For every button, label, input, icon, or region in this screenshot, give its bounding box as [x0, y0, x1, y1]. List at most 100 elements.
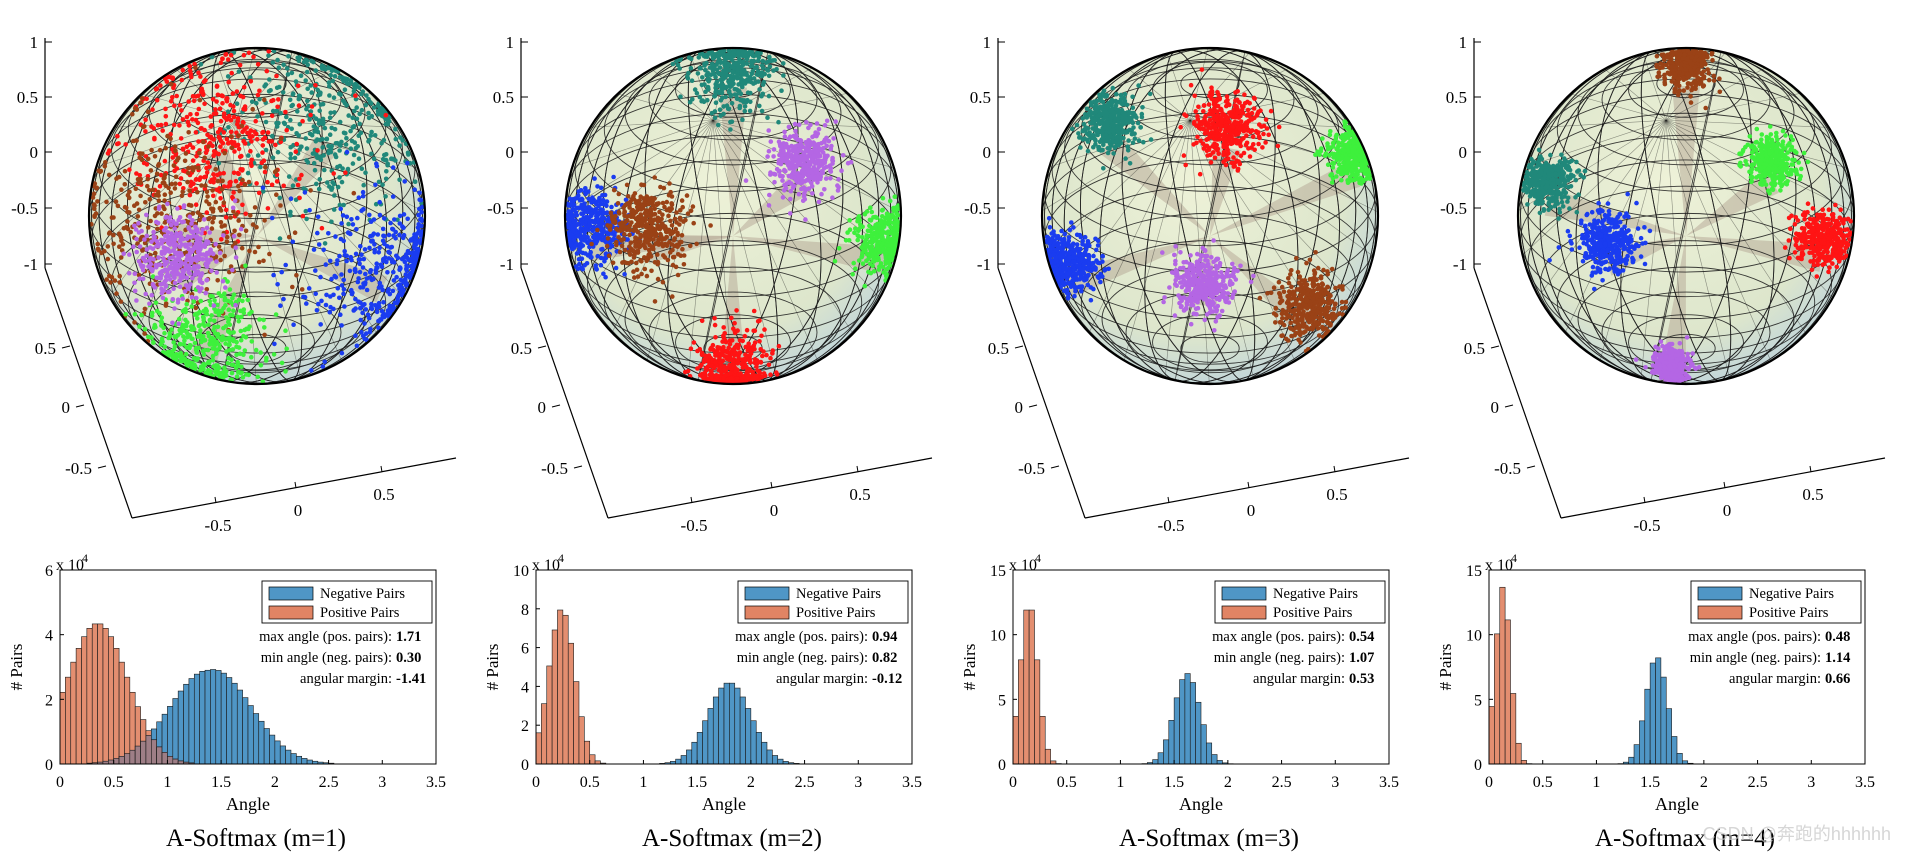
- cluster-point: [352, 140, 358, 145]
- cluster-point: [215, 324, 221, 330]
- cluster-point: [111, 215, 116, 220]
- cluster-point: [250, 106, 255, 112]
- cluster-point: [584, 227, 589, 232]
- overlap-bar: [156, 746, 163, 765]
- cluster-point: [735, 67, 740, 73]
- cluster-point: [342, 100, 348, 106]
- z-tick-label: 1: [983, 33, 992, 52]
- cluster-point: [730, 69, 735, 75]
- cluster-point: [224, 234, 230, 240]
- cluster-point: [889, 258, 895, 263]
- cluster-point: [751, 58, 757, 64]
- cluster-point: [710, 63, 716, 68]
- cluster-point: [262, 84, 267, 89]
- cluster-point: [322, 167, 327, 173]
- cluster-point: [245, 297, 251, 303]
- cluster-point: [281, 183, 287, 189]
- cluster-point: [234, 212, 239, 217]
- negative-pairs-bar: [204, 669, 211, 765]
- cluster-point: [337, 148, 342, 153]
- cluster-point: [192, 340, 198, 346]
- cluster-point: [228, 264, 234, 269]
- cluster-point: [224, 349, 229, 354]
- cluster-point: [373, 182, 378, 188]
- cluster-point: [238, 226, 244, 232]
- cluster-point: [368, 326, 373, 332]
- cluster-point: [747, 357, 753, 363]
- cluster-point: [127, 252, 132, 257]
- cluster-point: [169, 270, 175, 276]
- cluster-point: [756, 55, 762, 60]
- cluster-point: [149, 147, 154, 153]
- cluster-point: [324, 292, 329, 298]
- cluster-point: [591, 220, 597, 225]
- cluster-point: [762, 327, 767, 332]
- cluster-point: [220, 141, 226, 146]
- cluster-point: [574, 205, 580, 211]
- cluster-point: [413, 240, 418, 245]
- cluster-point: [765, 115, 770, 120]
- cluster-point: [669, 223, 675, 228]
- cluster-point: [651, 237, 656, 242]
- cluster-point: [234, 352, 239, 358]
- cluster-point: [163, 114, 169, 119]
- panel-caption: A-Softmax (m=1): [166, 825, 346, 852]
- cluster-point: [304, 216, 309, 222]
- cluster-point: [153, 300, 159, 306]
- cluster-point: [172, 226, 177, 231]
- cluster-point: [213, 199, 219, 205]
- cluster-point: [621, 205, 626, 210]
- cluster-point: [369, 301, 374, 307]
- cluster-point: [236, 318, 242, 324]
- cluster-point: [209, 54, 215, 60]
- cluster-point: [204, 287, 210, 292]
- cluster-point: [325, 180, 330, 185]
- cluster-point: [582, 262, 587, 268]
- cluster-point: [728, 127, 733, 132]
- cluster-point: [771, 68, 776, 73]
- cluster-point: [180, 146, 186, 152]
- cluster-point: [603, 274, 608, 280]
- cluster-point: [380, 238, 386, 244]
- annotation-value: 1.71: [396, 629, 421, 645]
- cluster-point: [368, 133, 374, 138]
- cluster-point: [734, 308, 739, 313]
- cluster-point: [668, 189, 673, 195]
- cluster-point: [795, 136, 800, 142]
- y-tick-label: 0: [538, 398, 547, 417]
- cluster-point: [233, 302, 238, 308]
- cluster-point: [774, 372, 780, 377]
- cluster-point: [187, 265, 192, 271]
- cluster-point: [404, 266, 409, 272]
- cluster-point: [367, 99, 373, 105]
- cluster-point: [198, 236, 203, 241]
- cluster-point: [591, 224, 596, 230]
- cluster-point: [780, 178, 785, 183]
- cluster-point: [216, 291, 222, 296]
- cluster-point: [290, 102, 296, 108]
- cluster-point: [699, 350, 705, 356]
- cluster-point: [395, 300, 400, 306]
- cluster-point: [343, 142, 349, 147]
- cluster-point: [189, 203, 194, 208]
- cluster-point: [354, 343, 360, 349]
- overlap-bar: [134, 745, 141, 765]
- cluster-point: [189, 294, 195, 300]
- cluster-point: [258, 363, 264, 368]
- cluster-point: [588, 249, 593, 255]
- cluster-point: [249, 157, 254, 163]
- cluster-point: [122, 168, 128, 174]
- cluster-point: [357, 121, 363, 127]
- cluster-point: [171, 122, 177, 128]
- cluster-point: [787, 211, 793, 216]
- cluster-point: [641, 196, 646, 201]
- cluster-point: [894, 232, 900, 237]
- cluster-point: [283, 369, 288, 374]
- cluster-point: [311, 160, 317, 166]
- cluster-point: [240, 177, 245, 183]
- cluster-point: [374, 265, 379, 271]
- cluster-point: [272, 169, 278, 175]
- cluster-point: [361, 182, 367, 188]
- y-tick-label: 0: [62, 398, 71, 417]
- cluster-point: [804, 166, 810, 171]
